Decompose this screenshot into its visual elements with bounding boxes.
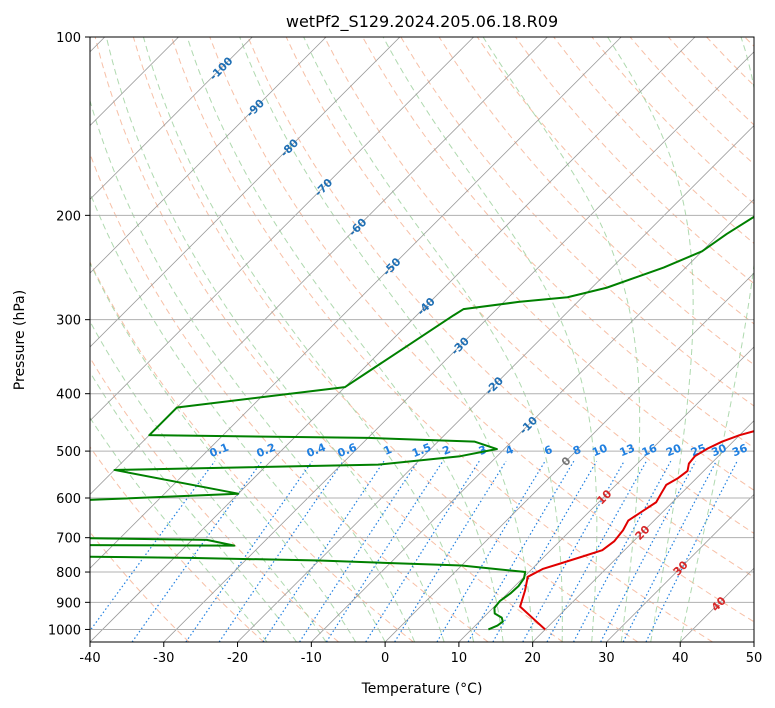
moist-adiabat	[90, 416, 268, 642]
mixing-ratio-label: 3	[477, 443, 489, 458]
moist-adiabat	[142, 37, 475, 642]
moist-adiabat	[679, 37, 754, 642]
y-tick-label: 200	[56, 209, 81, 224]
pressure-grid	[90, 37, 754, 630]
y-tick-label: 900	[56, 596, 81, 611]
isotherm-line	[237, 124, 754, 642]
mixing-ratio-label: 13	[618, 442, 637, 460]
y-tick-label: 300	[56, 314, 81, 329]
isotherm-line	[90, 37, 548, 496]
mixing-ratio-line	[131, 460, 263, 642]
x-tick-label: 20	[524, 651, 541, 666]
mixing-ratio-line	[90, 460, 216, 632]
dry-adiabat	[515, 37, 754, 285]
temperature-line	[519, 430, 754, 631]
y-tick-label: 100	[56, 31, 81, 46]
dry-adiabat	[438, 37, 754, 366]
x-tick-label: 0	[381, 651, 389, 666]
moist-adiabat	[382, 37, 598, 642]
y-axis: 100 200 300 400 500 600 700 800 900 1000	[48, 31, 90, 638]
isotherm-line	[90, 37, 622, 569]
moist-adiabat	[90, 320, 327, 642]
x-tick-label: -40	[79, 651, 100, 666]
isotherm-line	[90, 37, 474, 422]
moist-adiabat	[303, 37, 563, 642]
x-tick-label: -20	[227, 651, 248, 666]
isotherm-line	[311, 198, 754, 642]
x-tick-label: 40	[672, 651, 689, 666]
mixing-ratio-label: 20	[664, 441, 683, 459]
plot-background	[90, 37, 754, 642]
isotherm-line	[753, 641, 754, 642]
x-tick-label: 50	[746, 651, 763, 666]
dry-adiabat	[209, 37, 754, 623]
moist-adiabat	[90, 99, 416, 642]
chart-title: wetPf2_S129.2024.205.06.18.R09	[286, 12, 558, 32]
y-tick-label: 500	[56, 445, 81, 460]
y-tick-label: 1000	[48, 623, 81, 638]
isotherm-line	[163, 51, 754, 642]
mixing-ratio-line	[325, 460, 444, 642]
isotherm-line	[606, 493, 754, 642]
dry-adiabat	[171, 37, 713, 642]
mixing-ratio-label: 2	[440, 443, 452, 458]
moist-adiabat	[90, 371, 297, 642]
moist-adiabat	[239, 37, 534, 642]
mixing-ratio-label: 25	[689, 442, 708, 460]
dewpoint-line	[90, 215, 754, 631]
mixing-ratio-label: 1	[382, 443, 394, 458]
isotherm-line	[532, 420, 754, 642]
mixing-ratio-line	[546, 460, 647, 642]
mixing-ratio-label: 16	[640, 441, 659, 459]
x-tick-label: 10	[451, 651, 468, 666]
isotherm-line	[458, 346, 754, 642]
thermodynamic-background	[90, 37, 754, 642]
isotherm-line	[90, 37, 401, 348]
plot-frame	[89, 36, 755, 643]
dry-adiabat	[90, 356, 339, 642]
dry-adiabat	[247, 37, 754, 578]
x-axis-title: Temperature (°C)	[361, 681, 483, 697]
mixing-ratio-label: 10	[590, 441, 609, 459]
mixing-ratio-line	[394, 460, 507, 642]
x-tick-label: -10	[301, 651, 322, 666]
mixing-ratio-line	[573, 460, 672, 642]
moist-adiabat	[105, 37, 445, 642]
y-tick-label: 400	[56, 388, 81, 403]
x-tick-label: -30	[153, 651, 174, 666]
moist-adiabat	[90, 191, 386, 642]
y-tick-label: 600	[56, 492, 81, 507]
moist-adiabat	[90, 262, 357, 642]
isotherm-line	[90, 37, 253, 200]
mixing-ratio-line	[299, 460, 419, 642]
y-axis-title: Pressure (hPa)	[12, 290, 28, 390]
isotherm-line	[384, 272, 754, 642]
isotherm-line	[90, 37, 696, 642]
dry-adiabat	[90, 446, 265, 642]
y-tick-label: 800	[56, 566, 81, 581]
mixing-ratio-line	[365, 460, 480, 642]
y-tick-label: 700	[56, 532, 81, 547]
moist-adiabat	[186, 37, 504, 642]
mixing-ratio-line	[522, 460, 625, 642]
dry-adiabat	[323, 37, 754, 491]
mixing-ratio-line	[600, 460, 697, 642]
x-axis: -40 -30 -20 -10 0 10 20 30 40 50	[79, 642, 762, 666]
profile-series	[90, 215, 754, 631]
isotherm-line	[90, 37, 327, 274]
mixing-ratio-label: 36	[730, 441, 749, 459]
dry-adiabat	[132, 37, 639, 642]
mixing-ratio-line	[622, 460, 717, 642]
dry-adiabat	[94, 37, 564, 642]
x-tick-label: 30	[598, 651, 615, 666]
moist-adiabat	[607, 37, 694, 642]
mixing-ratio-line	[645, 460, 738, 642]
mixing-ratio-label: 8	[571, 443, 583, 458]
dry-adiabat	[285, 37, 754, 534]
mixing-ratio-line	[262, 460, 385, 642]
dry-adiabat	[476, 37, 754, 325]
dry-adiabat	[90, 260, 414, 642]
